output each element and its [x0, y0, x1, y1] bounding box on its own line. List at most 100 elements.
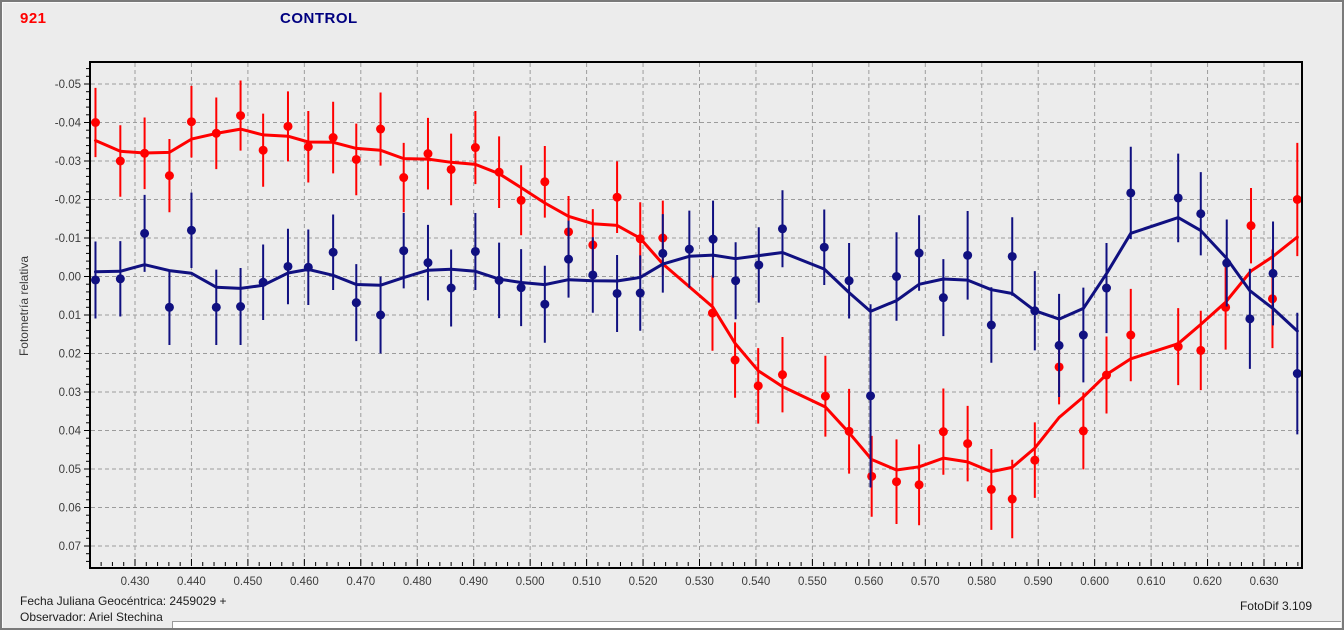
- object-id-label: 921: [20, 10, 47, 27]
- data-point-CONTROL: [1078, 330, 1088, 340]
- x-tick-label: 0.540: [742, 576, 771, 588]
- app-version-label: FotoDif 3.109: [1239, 599, 1312, 613]
- data-point-CONTROL: [494, 275, 504, 285]
- x-tick-label: 0.610: [1137, 576, 1166, 588]
- data-point-921: [730, 355, 740, 365]
- data-point-921: [1078, 426, 1088, 436]
- data-point-921: [258, 145, 268, 155]
- data-point-921: [844, 426, 854, 436]
- data-point-CONTROL: [588, 270, 598, 280]
- data-points-CONTROL: [90, 188, 1302, 401]
- grid-lines: [91, 63, 1301, 567]
- x-tick-labels: 0.430 0.440 0.450 0.460 0.470 0.480 0.490 0.500…: [121, 576, 1279, 588]
- data-point-CONTROL: [376, 310, 386, 320]
- data-point-CONTROL: [844, 276, 854, 286]
- data-point-921: [494, 167, 504, 177]
- x-tick-label: 0.630: [1250, 576, 1279, 588]
- data-point-921: [635, 234, 645, 244]
- data-point-CONTROL: [90, 275, 100, 285]
- data-point-921: [963, 439, 973, 449]
- data-point-CONTROL: [211, 302, 221, 312]
- data-point-921: [303, 142, 313, 152]
- data-point-921: [446, 164, 456, 174]
- data-point-921: [753, 381, 763, 391]
- data-point-921: [986, 484, 996, 494]
- y-tick-label: 0.05: [59, 464, 81, 476]
- y-tick-label: -0.05: [55, 79, 81, 91]
- data-point-921: [540, 177, 550, 187]
- status-strip: [172, 621, 1341, 628]
- data-point-CONTROL: [986, 320, 996, 330]
- data-point-CONTROL: [564, 254, 574, 264]
- y-axis-title: Fotometría relativa: [17, 255, 31, 357]
- x-tick-label: 0.500: [516, 576, 545, 588]
- data-point-CONTROL: [1196, 209, 1206, 219]
- plot-frame: [89, 61, 1303, 569]
- julian-date-label: Fecha Juliana Geocéntrica: 2459029 +: [20, 594, 227, 608]
- smoothed-line-CONTROL: [94, 216, 1299, 333]
- data-point-CONTROL: [1292, 369, 1302, 379]
- data-point-CONTROL: [236, 302, 246, 312]
- x-tick-label: 0.520: [629, 576, 658, 588]
- data-point-921: [140, 148, 150, 158]
- data-point-CONTROL: [470, 246, 480, 256]
- data-point-CONTROL: [115, 274, 125, 284]
- error-bars-921: [94, 80, 1299, 539]
- data-point-921: [351, 154, 361, 164]
- data-point-CONTROL: [351, 298, 361, 308]
- data-point-921: [1196, 345, 1206, 355]
- data-point-CONTROL: [938, 293, 948, 303]
- data-point-CONTROL: [963, 250, 973, 260]
- data-point-CONTROL: [914, 248, 924, 258]
- x-tick-label: 0.620: [1193, 576, 1222, 588]
- error-bars-CONTROL: [94, 146, 1299, 488]
- y-tick-label: -0.04: [55, 118, 82, 130]
- smoothed-line-921: [94, 127, 1299, 474]
- data-point-CONTROL: [303, 262, 313, 272]
- observer-label: Observador: Ariel Stechina: [20, 610, 163, 624]
- x-tick-label: 0.570: [911, 576, 940, 588]
- data-point-CONTROL: [540, 299, 550, 309]
- data-point-921: [211, 128, 221, 138]
- data-point-CONTROL: [328, 247, 338, 257]
- data-point-CONTROL: [1030, 306, 1040, 316]
- x-tick-label: 0.510: [572, 576, 601, 588]
- x-tick-label: 0.530: [685, 576, 714, 588]
- data-point-921: [399, 173, 409, 183]
- data-point-CONTROL: [612, 288, 622, 298]
- y-tick-label: -0.02: [55, 195, 81, 207]
- data-point-CONTROL: [516, 283, 526, 293]
- data-point-921: [820, 391, 830, 401]
- data-point-CONTROL: [423, 258, 433, 268]
- data-point-921: [1126, 330, 1136, 340]
- data-point-CONTROL: [1245, 314, 1255, 324]
- data-point-CONTROL: [1268, 268, 1278, 278]
- data-point-921: [1292, 195, 1302, 204]
- data-point-921: [423, 149, 433, 159]
- data-point-CONTROL: [777, 224, 787, 234]
- data-point-921: [115, 156, 125, 166]
- data-point-CONTROL: [892, 272, 902, 281]
- y-tick-label: 0.03: [59, 387, 81, 399]
- data-point-CONTROL: [754, 260, 764, 270]
- y-tick-label: -0.03: [55, 156, 81, 168]
- data-point-CONTROL: [399, 246, 409, 256]
- data-point-CONTROL: [446, 283, 456, 293]
- data-point-921: [892, 477, 902, 487]
- data-point-CONTROL: [1007, 251, 1017, 261]
- data-point-921: [612, 192, 622, 202]
- data-point-921: [516, 195, 526, 205]
- y-tick-labels: -0.05 -0.04 -0.03 -0.02 -0.01 0.00 0.01 0.02 0.0…: [55, 79, 82, 553]
- y-tick-label: -0.01: [55, 233, 81, 245]
- control-title: CONTROL: [280, 10, 358, 27]
- x-tick-label: 0.480: [403, 576, 432, 588]
- y-tick-label: 0.07: [59, 541, 81, 553]
- data-point-CONTROL: [140, 228, 150, 238]
- data-point-921: [164, 171, 174, 181]
- y-tick-label: 0.01: [59, 310, 81, 322]
- data-point-CONTROL: [1102, 283, 1112, 293]
- data-point-921: [90, 118, 100, 127]
- data-point-CONTROL: [1173, 193, 1183, 203]
